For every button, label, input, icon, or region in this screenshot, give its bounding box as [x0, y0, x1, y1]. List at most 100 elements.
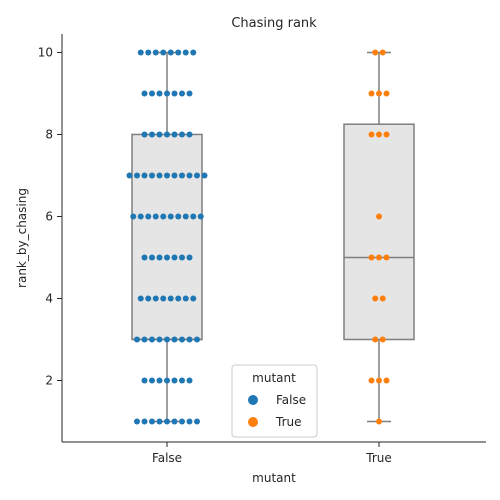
- data-point: [175, 295, 182, 302]
- data-point: [383, 377, 390, 384]
- box-body: [131, 133, 203, 341]
- data-point: [171, 131, 178, 138]
- y-ticks: 2 4 6 8 10: [38, 45, 62, 387]
- data-point: [171, 336, 178, 343]
- data-point: [164, 254, 170, 261]
- data-point: [149, 418, 155, 425]
- y-tick-label: 6: [45, 209, 53, 223]
- data-point: [383, 90, 390, 97]
- data-point: [141, 131, 148, 138]
- data-point: [167, 213, 174, 220]
- data-point: [171, 172, 178, 179]
- data-point: [379, 295, 386, 302]
- data-point: [171, 90, 178, 97]
- y-tick-label: 10: [38, 45, 53, 59]
- box-body: [343, 123, 415, 341]
- data-point: [190, 213, 197, 220]
- data-point: [141, 90, 148, 97]
- swarm-false: [126, 49, 208, 425]
- data-point: [134, 172, 140, 179]
- data-point: [160, 213, 167, 220]
- data-point: [383, 254, 390, 261]
- data-point: [156, 131, 163, 138]
- data-point: [186, 131, 193, 138]
- legend-label-true: True: [275, 415, 302, 429]
- legend-marker-false: [248, 395, 258, 405]
- data-point: [372, 336, 379, 343]
- data-point: [186, 377, 193, 384]
- data-point: [383, 131, 390, 138]
- data-point: [152, 213, 159, 220]
- legend-label-false: False: [276, 393, 306, 407]
- data-point: [186, 418, 193, 425]
- data-point: [141, 336, 148, 343]
- data-point: [186, 90, 193, 97]
- data-point: [179, 172, 185, 179]
- data-point: [190, 295, 197, 302]
- data-point: [179, 90, 185, 97]
- data-point: [376, 377, 382, 384]
- data-point: [167, 295, 174, 302]
- y-tick-label: 4: [45, 291, 53, 305]
- legend-title: mutant: [252, 371, 296, 385]
- box-true: [343, 51, 415, 423]
- data-point: [167, 49, 174, 56]
- data-point: [368, 377, 375, 384]
- data-point: [186, 336, 193, 343]
- x-axis-label: mutant: [252, 471, 296, 485]
- y-axis-label: rank_by_chasing: [15, 188, 29, 288]
- data-point: [134, 418, 140, 425]
- axes: [61, 34, 486, 443]
- data-point: [179, 377, 185, 384]
- x-tick-label: False: [152, 451, 182, 465]
- data-point: [376, 418, 382, 425]
- data-point: [179, 254, 185, 261]
- data-point: [175, 213, 182, 220]
- data-point: [137, 49, 144, 56]
- data-point: [376, 90, 382, 97]
- data-point: [164, 377, 170, 384]
- data-point: [164, 172, 170, 179]
- legend-marker-true: [248, 417, 258, 427]
- data-point: [175, 49, 182, 56]
- plot-area: [126, 49, 415, 425]
- data-point: [379, 336, 386, 343]
- data-point: [197, 213, 204, 220]
- data-point: [368, 90, 375, 97]
- data-point: [182, 49, 189, 56]
- data-point: [186, 254, 193, 261]
- data-point: [156, 336, 163, 343]
- data-point: [145, 49, 152, 56]
- data-point: [149, 377, 155, 384]
- data-point: [156, 90, 163, 97]
- data-point: [376, 213, 382, 220]
- swarm-true: [368, 49, 390, 425]
- data-point: [164, 131, 170, 138]
- data-point: [152, 49, 159, 56]
- x-tick-label: True: [365, 451, 392, 465]
- box-false: [131, 51, 203, 423]
- data-point: [376, 131, 382, 138]
- y-tick-label: 2: [45, 373, 53, 387]
- data-point: [130, 213, 137, 220]
- data-point: [149, 90, 155, 97]
- data-point: [149, 172, 155, 179]
- data-point: [141, 254, 148, 261]
- data-point: [179, 131, 185, 138]
- data-point: [186, 172, 193, 179]
- data-point: [156, 418, 163, 425]
- data-point: [179, 418, 185, 425]
- data-point: [141, 172, 148, 179]
- legend: mutant False True: [231, 364, 318, 438]
- data-point: [194, 418, 200, 425]
- data-point: [171, 418, 178, 425]
- x-ticks: False True: [152, 442, 392, 465]
- data-point: [201, 172, 208, 179]
- chart-title: Chasing rank: [231, 16, 317, 31]
- data-point: [164, 336, 170, 343]
- data-point: [194, 172, 200, 179]
- data-point: [145, 295, 152, 302]
- data-point: [182, 295, 189, 302]
- data-point: [190, 49, 197, 56]
